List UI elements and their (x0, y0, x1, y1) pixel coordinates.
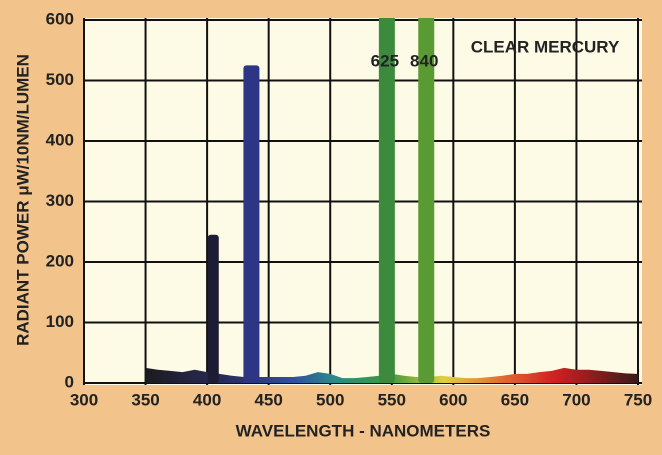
y-axis-label: RADIANT POWER μW/10NM/LUMEN (13, 54, 32, 346)
y-tick-label: 300 (46, 191, 74, 210)
x-tick-label: 400 (193, 390, 221, 409)
x-tick-label: 450 (254, 390, 282, 409)
x-tick-label: 700 (562, 390, 590, 409)
annotation: CLEAR MERCURY (471, 37, 620, 56)
value-label: 840 (410, 51, 438, 70)
x-axis-label: WAVELENGTH - NANOMETERS (236, 421, 491, 440)
y-tick-label: 400 (46, 130, 74, 149)
y-tick-label: 100 (46, 312, 74, 331)
x-tick-label: 650 (501, 390, 529, 409)
emission-line (243, 65, 260, 383)
y-tick-label: 200 (46, 251, 74, 270)
emission-line (418, 18, 435, 383)
y-tick-label: 600 (46, 9, 74, 28)
y-tick-label: 0 (65, 372, 74, 391)
x-tick-label: 550 (378, 390, 406, 409)
x-tick-label: 600 (439, 390, 467, 409)
emission-line (378, 18, 395, 383)
x-tick-label: 500 (316, 390, 344, 409)
x-tick-label: 750 (624, 390, 652, 409)
x-tick-label: 350 (131, 390, 159, 409)
y-tick-label: 500 (46, 70, 74, 89)
x-tick-label: 300 (70, 390, 98, 409)
value-label: 625 (371, 51, 399, 70)
emission-line (207, 234, 219, 383)
